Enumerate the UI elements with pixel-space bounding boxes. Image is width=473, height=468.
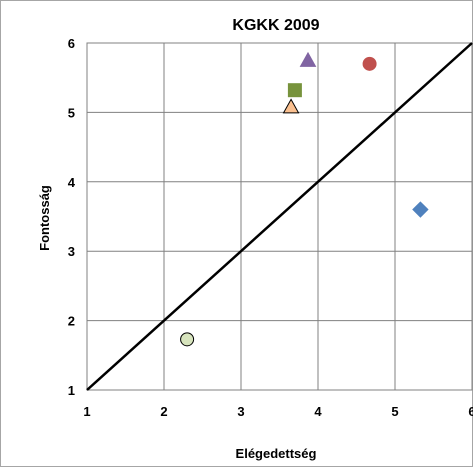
x-tick-label-4: 4 [314,404,322,419]
point-2-circle [363,57,376,70]
y-tick-label-1: 1 [68,383,75,398]
y-tick-label-4: 4 [68,175,76,190]
data-points [181,53,428,346]
point-6-circle [181,333,194,346]
x-tick-labels: 1 2 3 4 5 6 [83,404,473,419]
x-tick-label-5: 5 [391,404,398,419]
chart-title: KGKK 2009 [232,17,319,34]
point-5-triangle [284,99,299,113]
x-tick-label-6: 6 [468,404,473,419]
point-1-diamond [413,202,428,217]
x-tick-label-1: 1 [83,404,90,419]
y-tick-label-2: 2 [68,314,75,329]
y-tick-labels: 1 2 3 4 5 6 [68,36,76,398]
reference-line-group [87,43,472,390]
x-axis-label: Elégedettség [236,446,317,461]
y-tick-label-3: 3 [68,244,75,259]
point-3-triangle [300,53,315,67]
y-tick-label-6: 6 [68,36,75,51]
y-axis-label: Fontosság [37,185,52,251]
y-tick-label-5: 5 [68,105,75,120]
x-tick-label-3: 3 [237,404,244,419]
x-tick-label-2: 2 [160,404,167,419]
reference-line [87,43,472,390]
point-4-square [288,84,301,97]
